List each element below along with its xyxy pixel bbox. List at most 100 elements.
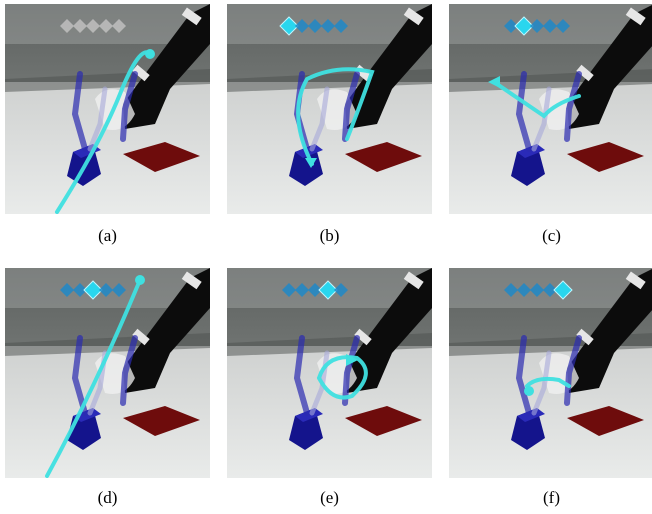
scene-a [5, 4, 210, 214]
finger-link [293, 335, 310, 416]
finger-link [531, 86, 552, 152]
scene-f [449, 268, 652, 478]
robot-arm [567, 269, 652, 393]
progress-diamond [60, 19, 74, 33]
scene-e [227, 268, 432, 478]
target-cube [511, 144, 545, 186]
progress-diamond [530, 19, 544, 33]
progress-diamond [86, 19, 100, 33]
robot-arm-band [132, 64, 150, 82]
finger-link [564, 335, 582, 406]
progress-diamond [282, 283, 296, 297]
panel-f [449, 268, 652, 478]
finger-link [564, 71, 582, 142]
scene-c [449, 4, 652, 214]
target-mat [123, 142, 200, 172]
progress-diamond [73, 19, 87, 33]
robot-arm-band [576, 64, 594, 82]
robot-arm-band [403, 7, 424, 26]
finger-link [309, 86, 330, 152]
robot-arm-band [576, 328, 594, 346]
scene-b [227, 4, 432, 214]
finger-link [531, 350, 552, 416]
finger-link [342, 71, 360, 142]
robot-arm [123, 4, 210, 129]
trajectory-path [317, 355, 368, 400]
finger-link [342, 335, 360, 406]
robot-arm-band [132, 328, 150, 346]
finger-link [120, 71, 138, 142]
trajectory-arrowhead [488, 76, 500, 88]
trajectory-endpoint [145, 49, 155, 59]
progress-diamond [112, 283, 126, 297]
trajectory-path [296, 67, 375, 166]
finger-link [515, 335, 532, 416]
progress-diamond [556, 19, 570, 33]
caption-a: (a) [98, 226, 117, 245]
target-cube [289, 408, 323, 450]
panel-c [449, 4, 652, 214]
finger-link [71, 71, 88, 152]
trajectory-arrowhead [305, 158, 317, 168]
progress-diamond-active [279, 16, 299, 36]
trajectory-endpoint [135, 275, 145, 285]
progress-diamond [334, 19, 348, 33]
trajectory-arrowhead [346, 354, 358, 366]
target-mat [567, 406, 644, 436]
progress-diamond [99, 19, 113, 33]
panel-d [5, 268, 210, 478]
progress-diamond [308, 19, 322, 33]
robot-arm [567, 5, 652, 129]
robot-arm [345, 268, 432, 393]
trajectory-path [45, 278, 142, 478]
progress-diamond-active [553, 280, 573, 300]
trajectory-endpoint [524, 386, 534, 396]
target-mat [345, 406, 422, 436]
finger-link [120, 335, 138, 406]
panel-b [227, 4, 432, 214]
robot-arm-band [625, 7, 646, 26]
robot-arm-band [625, 271, 646, 290]
trajectory-path [525, 376, 571, 388]
target-mat [345, 142, 422, 172]
robot-arm-band [181, 7, 202, 26]
caption-f: (f) [543, 488, 560, 507]
robot-arm [123, 268, 210, 393]
progress-diamond [99, 283, 113, 297]
progress-diamond [112, 19, 126, 33]
robot-arm [345, 4, 432, 129]
progress-diamond [504, 19, 518, 33]
robot-arm-band [354, 328, 372, 346]
target-cube [511, 408, 545, 450]
progress-diamond-active [83, 280, 103, 300]
caption-e: (e) [320, 488, 339, 507]
progress-diamond [517, 283, 531, 297]
caption-c: (c) [542, 226, 561, 245]
progress-diamond [334, 283, 348, 297]
finger-link [87, 86, 108, 152]
target-mat [567, 142, 644, 172]
progress-diamond [504, 283, 518, 297]
caption-b: (b) [319, 226, 340, 245]
panel-a [5, 4, 210, 214]
progress-diamond [295, 19, 309, 33]
progress-diamond [543, 283, 557, 297]
caption-d: (d) [97, 488, 118, 507]
trajectory-path [55, 50, 152, 214]
finger-link [515, 71, 532, 152]
progress-diamond [530, 283, 544, 297]
scene-d [5, 268, 210, 478]
target-mat [123, 406, 200, 436]
progress-diamond [60, 283, 74, 297]
finger-link [71, 335, 88, 416]
target-cube [289, 144, 323, 186]
progress-diamond [543, 19, 557, 33]
progress-diamond [308, 283, 322, 297]
progress-diamond [295, 283, 309, 297]
robot-arm-band [181, 271, 202, 290]
progress-diamond-active [514, 16, 534, 36]
progress-diamond [73, 283, 87, 297]
robot-arm-band [403, 271, 424, 290]
panel-e [227, 268, 432, 478]
